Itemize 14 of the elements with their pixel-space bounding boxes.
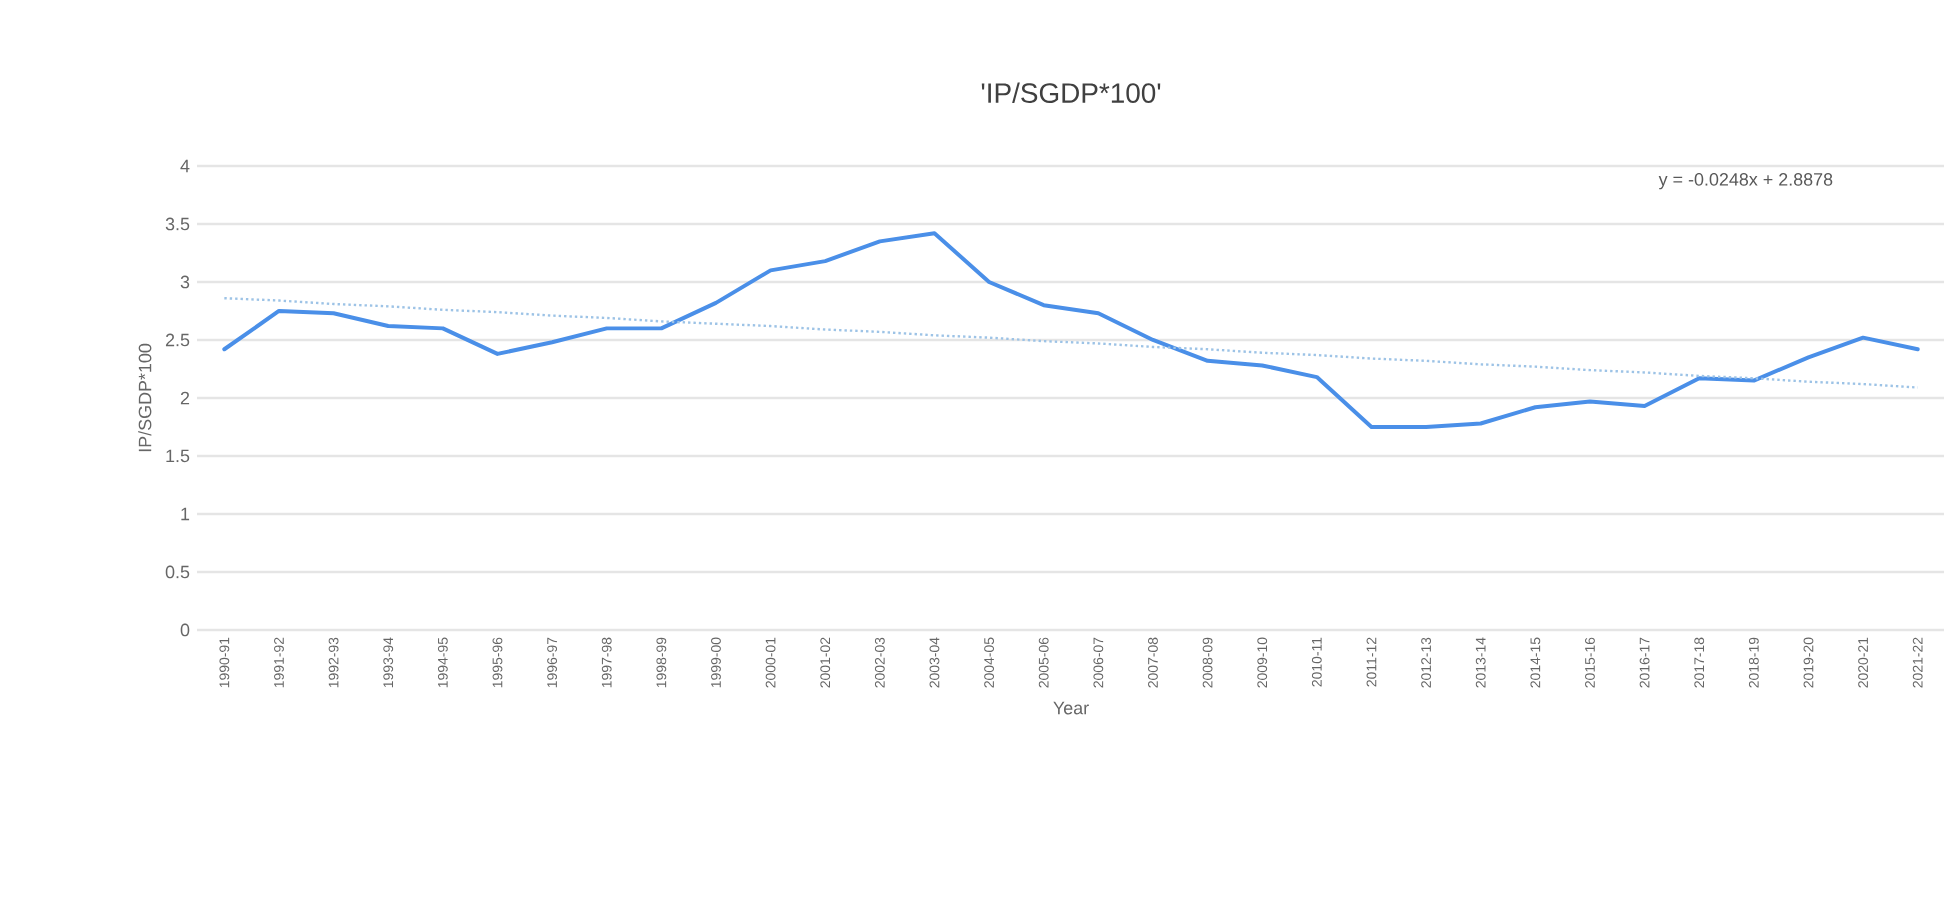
y-tick-label: 2.5: [165, 333, 190, 347]
y-tick-label: 0: [180, 623, 190, 637]
chart-title: 'IP/SGDP*100': [981, 82, 1161, 103]
line-series: [222, 231, 1920, 429]
y-axis-title: IP/SGDP*100: [138, 343, 152, 452]
annotation: y = -0.0248x + 2.8878: [1658, 173, 1833, 190]
y-tick-label: 1: [181, 507, 190, 521]
y-tick-label: 1.5: [166, 449, 190, 463]
y-tick-label: 3.5: [165, 217, 190, 231]
y-tick-label: 3: [180, 275, 190, 289]
x-axis-title: Year: [1053, 701, 1089, 715]
y-tick-label: 0.5: [165, 565, 190, 579]
y-tick-label: 4: [180, 159, 190, 173]
y-tick-label: 2: [180, 391, 190, 405]
